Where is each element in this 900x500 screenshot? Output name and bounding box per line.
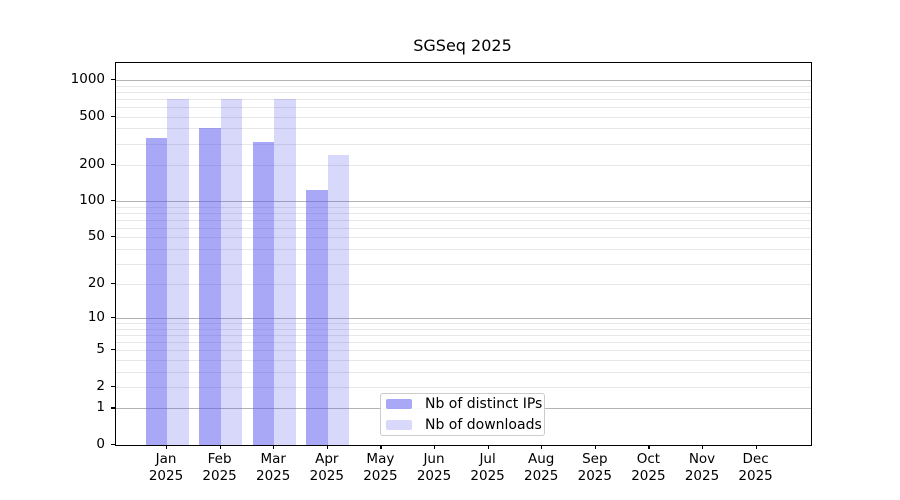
x-axis-tick-label: Apr 2025	[309, 451, 344, 484]
y-axis-tick-label: 5	[96, 341, 105, 358]
x-axis-tick	[166, 445, 168, 449]
x-axis-tick-label: Jul 2025	[470, 451, 505, 484]
bar-downloads-mar	[274, 98, 296, 445]
x-axis-tick	[541, 445, 543, 449]
legend: Nb of distinct IPs Nb of downloads	[380, 393, 545, 436]
minor-gridline	[116, 91, 811, 93]
y-axis-tick	[111, 283, 115, 285]
y-axis-tick-label: 1	[96, 399, 105, 416]
x-axis-tick	[434, 445, 436, 449]
minor-gridline	[116, 106, 811, 108]
minor-gridline	[116, 116, 811, 118]
y-axis-tick	[111, 79, 115, 81]
bar-distinct-ips-feb	[199, 127, 221, 445]
chart-title: SGSeq 2025	[413, 36, 512, 55]
minor-gridline	[116, 360, 811, 361]
y-axis-tick-label: 0	[96, 436, 105, 452]
x-axis-tick-label: Aug 2025	[524, 451, 559, 484]
y-axis-tick	[111, 349, 115, 351]
legend-swatch-distinct-ips	[386, 399, 412, 409]
y-axis-tick	[111, 407, 115, 409]
major-gridline	[116, 80, 811, 81]
minor-gridline	[116, 284, 811, 286]
legend-row: Nb of downloads	[386, 416, 544, 435]
x-axis-tick	[380, 445, 382, 449]
x-axis-tick-label: Jun 2025	[416, 451, 452, 484]
minor-gridline	[116, 85, 811, 87]
y-axis-tick-label: 50	[87, 228, 105, 245]
minor-gridline	[116, 328, 811, 330]
minor-gridline	[116, 219, 811, 221]
minor-gridline	[116, 164, 811, 166]
minor-gridline	[116, 323, 811, 325]
x-axis-tick-label: Nov 2025	[684, 451, 720, 484]
x-axis-tick	[219, 445, 221, 449]
x-axis-tick-label: Mar 2025	[256, 451, 291, 484]
minor-gridline	[116, 237, 811, 239]
x-axis-tick	[487, 445, 489, 449]
major-gridline	[116, 318, 811, 320]
minor-gridline	[116, 342, 811, 344]
y-axis-tick-label: 1000	[70, 71, 105, 87]
x-axis-tick-label: Dec 2025	[738, 451, 773, 484]
y-axis-tick-label: 10	[87, 309, 105, 326]
bar-downloads-feb	[220, 99, 243, 445]
minor-gridline	[116, 387, 811, 388]
legend-label: Nb of downloads	[425, 417, 542, 433]
bar-downloads-apr	[327, 154, 350, 445]
minor-gridline	[116, 212, 811, 214]
x-axis-tick	[273, 445, 275, 449]
minor-gridline	[116, 206, 811, 208]
x-axis-tick	[594, 445, 596, 449]
x-axis-tick-label: May 2025	[363, 451, 398, 484]
x-axis-tick	[702, 445, 704, 449]
x-axis-tick	[326, 445, 328, 449]
y-axis-tick-label: 200	[79, 155, 105, 172]
x-axis-tick-label: Feb 2025	[202, 451, 237, 484]
x-axis-tick-label: Sep 2025	[577, 451, 612, 484]
minor-gridline	[116, 263, 811, 265]
y-axis-tick	[111, 236, 115, 238]
plot-area: Nb of distinct IPs Nb of downloads	[115, 62, 812, 446]
y-axis-tick-label: 20	[87, 275, 105, 292]
bar-distinct-ips-apr	[306, 190, 328, 445]
y-axis-tick	[111, 163, 115, 165]
major-gridline	[116, 201, 811, 203]
y-axis-tick-label: 100	[79, 192, 105, 209]
legend-label: Nb of distinct IPs	[425, 396, 543, 412]
y-axis-tick	[111, 444, 115, 446]
x-axis-tick-label: Jan 2025	[148, 451, 184, 484]
legend-swatch-downloads	[386, 420, 412, 430]
bar-distinct-ips-jan	[145, 138, 167, 445]
y-axis-tick-label: 2	[96, 378, 105, 394]
x-axis-tick	[755, 445, 757, 449]
y-axis-tick	[111, 317, 115, 319]
y-axis-tick	[111, 386, 115, 388]
minor-gridline	[116, 227, 811, 229]
legend-row: Nb of distinct IPs	[386, 395, 544, 414]
y-axis-tick	[111, 200, 115, 202]
minor-gridline	[116, 248, 811, 250]
minor-gridline	[116, 128, 811, 130]
x-axis-tick	[648, 445, 650, 449]
minor-gridline	[116, 350, 811, 352]
x-axis-tick-label: Oct 2025	[631, 451, 666, 484]
minor-gridline	[116, 335, 811, 337]
minor-gridline	[116, 143, 811, 145]
bar-distinct-ips-mar	[252, 141, 275, 445]
minor-gridline	[116, 98, 811, 100]
y-axis-tick	[111, 115, 115, 117]
y-axis-tick-label: 500	[79, 107, 105, 124]
bar-downloads-jan	[167, 98, 189, 445]
minor-gridline	[116, 371, 811, 373]
